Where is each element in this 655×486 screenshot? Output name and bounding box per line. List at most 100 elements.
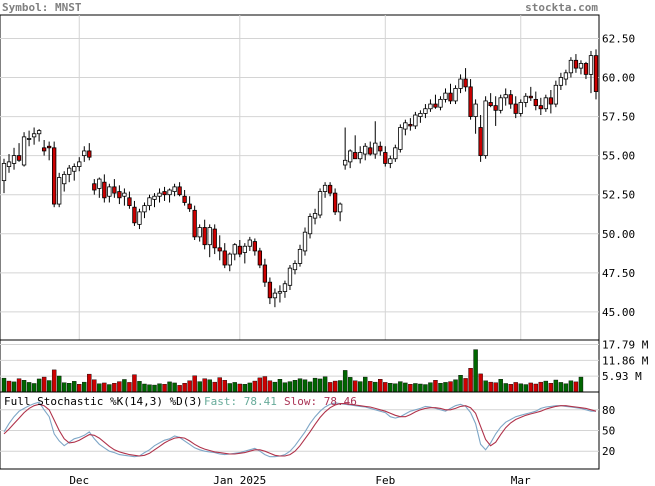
candle-body xyxy=(458,78,463,89)
candle xyxy=(513,96,518,119)
volume-bar xyxy=(21,380,27,393)
candle-body xyxy=(518,102,523,114)
volume-bar xyxy=(478,373,483,393)
candle xyxy=(383,146,388,167)
volume-bar xyxy=(543,380,549,393)
candle-body xyxy=(353,152,358,160)
candle-body xyxy=(373,142,378,155)
candle xyxy=(378,141,383,156)
volume-bar xyxy=(197,381,202,393)
candle xyxy=(418,110,423,123)
candle-body xyxy=(312,213,318,219)
candle xyxy=(322,182,328,198)
candle-body xyxy=(197,227,202,238)
price-tick-labels: 62.50 60.00 57.50 55.00 52.50 50.00 47.50 45.00 xyxy=(602,32,635,318)
volume-bar xyxy=(363,376,368,393)
candle-body xyxy=(67,167,72,175)
candle xyxy=(332,188,338,215)
volume-bar xyxy=(463,378,468,393)
volume-bar xyxy=(287,381,293,393)
volume-bar xyxy=(202,378,207,393)
candle-body xyxy=(52,147,57,205)
volume-bar xyxy=(503,383,508,393)
stochastic-line-fast xyxy=(3,401,596,458)
volume-bar xyxy=(51,369,57,393)
candle xyxy=(428,99,433,112)
volume-bar xyxy=(6,380,12,393)
x-tick-label: Mar xyxy=(511,474,531,486)
volume-bar xyxy=(383,382,388,393)
candle-body xyxy=(41,147,47,152)
candle xyxy=(227,252,232,272)
candle xyxy=(368,141,373,156)
candle xyxy=(423,104,428,119)
candle xyxy=(508,90,513,109)
candle xyxy=(337,202,343,222)
candle xyxy=(523,93,528,108)
candle-body xyxy=(538,105,543,110)
volume-bar xyxy=(493,382,498,393)
volume-bar xyxy=(127,382,132,393)
candle-body xyxy=(403,122,408,130)
candle xyxy=(458,74,463,94)
volume-bar xyxy=(307,381,313,393)
candle-body xyxy=(277,291,283,294)
candle-body xyxy=(172,186,177,192)
candle-body xyxy=(11,155,17,164)
candle xyxy=(62,171,67,192)
candle-body xyxy=(588,55,594,75)
candle-body xyxy=(132,206,137,224)
candle-body xyxy=(252,241,258,252)
volume-bar xyxy=(147,384,152,393)
volume-bar xyxy=(237,383,243,393)
volume-bar xyxy=(312,377,318,393)
x-tick-label: Feb xyxy=(375,474,395,486)
volume-bar xyxy=(342,370,348,393)
candle-body xyxy=(558,77,564,86)
candle xyxy=(82,146,87,162)
candle-body xyxy=(127,197,132,207)
volume-bar xyxy=(232,382,237,393)
volume-bar xyxy=(393,383,398,393)
candle-body xyxy=(348,150,353,163)
candle xyxy=(413,111,418,130)
price-tick-label: 52.50 xyxy=(602,189,635,202)
candle-body xyxy=(342,159,348,166)
candle xyxy=(26,130,32,147)
volume-bar xyxy=(483,380,488,393)
candle xyxy=(588,50,594,94)
volume-bar xyxy=(533,383,539,393)
volume-panel: 17.79 M 11.86 M 5.93 M xyxy=(0,339,649,393)
volume-bar xyxy=(347,377,353,393)
candle-body xyxy=(393,147,398,160)
volume-bar xyxy=(518,383,523,393)
candle-body xyxy=(573,59,579,69)
candle-body xyxy=(533,98,538,107)
candle xyxy=(498,94,503,114)
candle-body xyxy=(478,127,483,157)
candle-body xyxy=(237,245,242,255)
candle-body xyxy=(202,227,207,246)
volume-bar xyxy=(41,376,47,393)
candle xyxy=(1,158,7,194)
candle-body xyxy=(418,113,423,117)
candle-body xyxy=(322,184,328,192)
volume-bar xyxy=(473,349,478,393)
candle xyxy=(448,83,453,105)
candle xyxy=(282,280,288,298)
volume-bar xyxy=(553,379,559,393)
x-tick-label: Jan 2025 xyxy=(213,474,266,486)
candle xyxy=(563,69,569,86)
candle-body xyxy=(217,247,222,252)
candle xyxy=(353,135,358,160)
candle xyxy=(528,86,533,101)
candle-body xyxy=(152,195,157,200)
candle-body xyxy=(21,136,27,166)
volume-bar xyxy=(423,384,428,393)
volume-bar xyxy=(31,383,37,393)
volume-bar xyxy=(77,384,82,393)
volume-bar xyxy=(282,382,288,393)
candle xyxy=(157,188,162,203)
candle xyxy=(398,124,403,153)
